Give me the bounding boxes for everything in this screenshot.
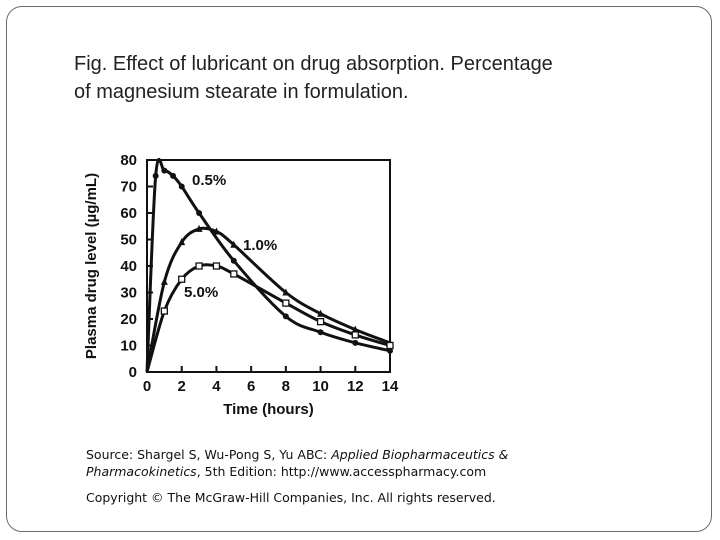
- series-markers: [152, 167, 394, 354]
- data-point: [352, 339, 359, 346]
- caption-line-1: Fig. Effect of lubricant on drug absorpt…: [74, 53, 553, 75]
- data-point: [282, 299, 290, 307]
- data-point: [387, 347, 393, 354]
- series-label: 5.0%: [184, 284, 218, 301]
- data-point: [160, 307, 169, 315]
- x-tick-label: 6: [247, 378, 255, 395]
- x-tick-label: 0: [143, 378, 151, 395]
- data-point: [161, 167, 168, 174]
- figure-caption: Fig. Effect of lubricant on drug absorpt…: [74, 50, 674, 106]
- x-tick-label: 12: [347, 378, 364, 395]
- data-point: [195, 224, 203, 232]
- data-point: [196, 210, 203, 216]
- data-point: [282, 288, 290, 296]
- data-point: [178, 238, 186, 246]
- y-tick-label: 80: [120, 152, 137, 169]
- series-label: 1.0%: [243, 237, 277, 254]
- y-axis-title: Plasma drug level (µg/mL): [83, 173, 100, 359]
- source-citation: Source: Shargel S, Wu-Pong S, Yu ABC: Ap…: [86, 446, 686, 506]
- data-point: [212, 262, 221, 270]
- y-tick-label: 70: [120, 179, 137, 196]
- series-line-1-0pct: [145, 226, 391, 373]
- series-lines: [145, 158, 391, 373]
- data-point: [317, 309, 325, 317]
- data-point: [178, 183, 185, 190]
- data-point: [230, 240, 238, 248]
- source-prefix: Source: Shargel S, Wu-Pong S, Yu ABC:: [86, 447, 332, 462]
- series-line-5-0pct: [145, 263, 391, 373]
- x-tick-label: 14: [382, 378, 399, 395]
- y-tick-label: 50: [120, 232, 137, 249]
- book-title-part-2: Pharmacokinetics: [86, 464, 197, 479]
- book-title-part-1: Applied Biopharmaceutics &: [331, 447, 509, 462]
- data-point: [316, 317, 325, 326]
- y-tick-label: 40: [120, 258, 137, 275]
- ticks: 0 10 20 30 40 50 60 70 80 0 2 4 6 8 10 12 14: [120, 152, 399, 395]
- source-edition: , 5th Edition: http://www.accesspharmacy…: [196, 464, 487, 479]
- x-tick-label: 8: [282, 378, 290, 395]
- data-point: [152, 172, 159, 179]
- data-point: [195, 262, 203, 270]
- copyright-notice: Copyright © The McGraw-Hill Companies, I…: [86, 490, 496, 505]
- y-tick-label: 30: [120, 285, 137, 302]
- data-point: [170, 172, 177, 179]
- y-tick-label: 0: [129, 364, 137, 381]
- x-tick-label: 2: [178, 378, 186, 395]
- data-point: [282, 313, 289, 320]
- y-tick-label: 60: [120, 205, 137, 222]
- plasma-level-chart: 0 10 20 30 40 50 60 70 80 0 2 4 6 8 10 12 14 0.5% 1.0% 5.0…: [83, 152, 399, 418]
- source-line-2: Pharmacokinetics, 5th Edition: http://ww…: [86, 463, 686, 480]
- x-tick-label: 10: [312, 378, 329, 395]
- data-point: [212, 227, 220, 235]
- series-labels: 0.5% 1.0% 5.0%: [184, 172, 277, 301]
- series-label: 0.5%: [192, 172, 226, 189]
- x-axis-title: Time (hours): [223, 401, 314, 418]
- data-point: [178, 275, 186, 283]
- series-line-0-5pct: [145, 158, 391, 373]
- data-point: [230, 270, 238, 278]
- data-point: [230, 257, 237, 264]
- data-point: [317, 329, 324, 336]
- y-tick-label: 20: [120, 311, 137, 328]
- slide-frame: [6, 6, 712, 532]
- caption-line-2: of magnesium stearate in formulation.: [74, 81, 409, 103]
- source-line-1: Source: Shargel S, Wu-Pong S, Yu ABC: Ap…: [86, 446, 686, 463]
- data-point: [351, 325, 359, 333]
- data-point: [351, 331, 359, 339]
- data-point: [386, 341, 394, 350]
- x-tick-label: 4: [212, 378, 221, 395]
- y-tick-label: 10: [120, 338, 137, 355]
- data-point: [160, 277, 168, 285]
